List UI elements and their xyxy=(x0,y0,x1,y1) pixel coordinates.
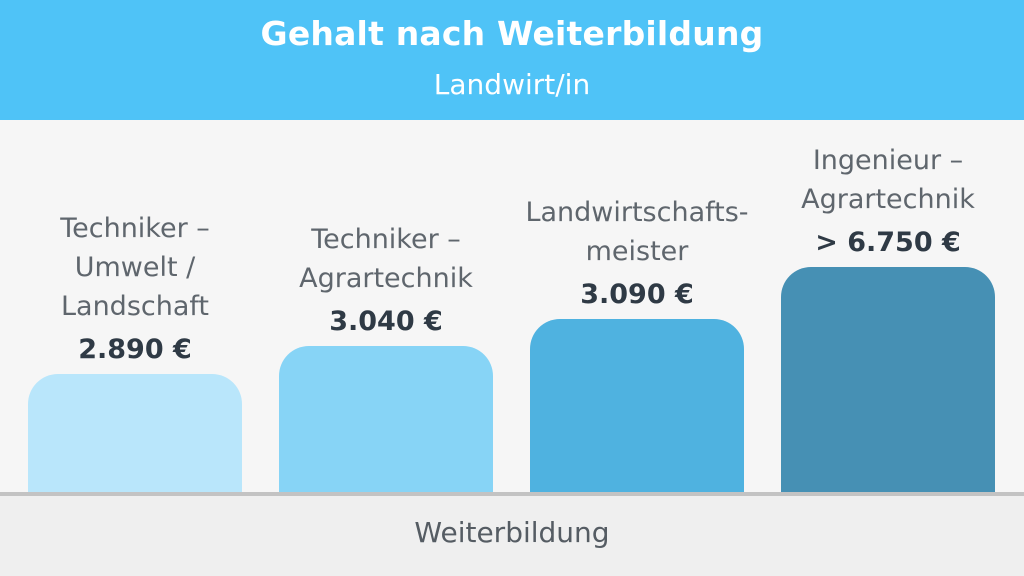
category-label-2: Techniker – Agrartechnik xyxy=(266,220,506,298)
category-label-line: meister xyxy=(585,236,689,267)
x-axis-line xyxy=(0,492,1024,496)
category-label-line: Techniker – xyxy=(60,213,210,244)
chart-footer: Weiterbildung xyxy=(0,496,1024,576)
category-label-line: Landwirtschafts- xyxy=(525,197,749,228)
category-label-4: Ingenieur – Agrartechnik xyxy=(768,141,1008,219)
category-label-line: Agrartechnik xyxy=(801,184,975,215)
value-label-1: 2.890 € xyxy=(78,334,192,365)
value-label-2: 3.040 € xyxy=(329,306,443,337)
category-label-1: Techniker – Umwelt / Landschaft xyxy=(15,209,255,326)
category-label-3: Landwirtschafts-meister xyxy=(517,193,757,271)
bar-1 xyxy=(28,374,242,492)
chart-header: Gehalt nach Weiterbildung Landwirt/in xyxy=(0,0,1024,120)
category-label-line: Umwelt / xyxy=(74,252,196,283)
category-label-line: Agrartechnik xyxy=(299,263,473,294)
value-label-4: > 6.750 € xyxy=(815,227,961,258)
category-label-line: Landschaft xyxy=(60,291,210,322)
category-label-line: Techniker – xyxy=(311,224,461,255)
chart-subtitle: Landwirt/in xyxy=(433,68,591,101)
bar-2 xyxy=(279,346,493,492)
category-label-line: Ingenieur – xyxy=(812,145,964,176)
x-axis-label: Weiterbildung xyxy=(414,516,610,549)
value-label-3: 3.090 € xyxy=(580,279,694,310)
bar-4 xyxy=(781,267,995,492)
chart-title: Gehalt nach Weiterbildung xyxy=(260,14,764,53)
bar-3 xyxy=(530,319,744,492)
